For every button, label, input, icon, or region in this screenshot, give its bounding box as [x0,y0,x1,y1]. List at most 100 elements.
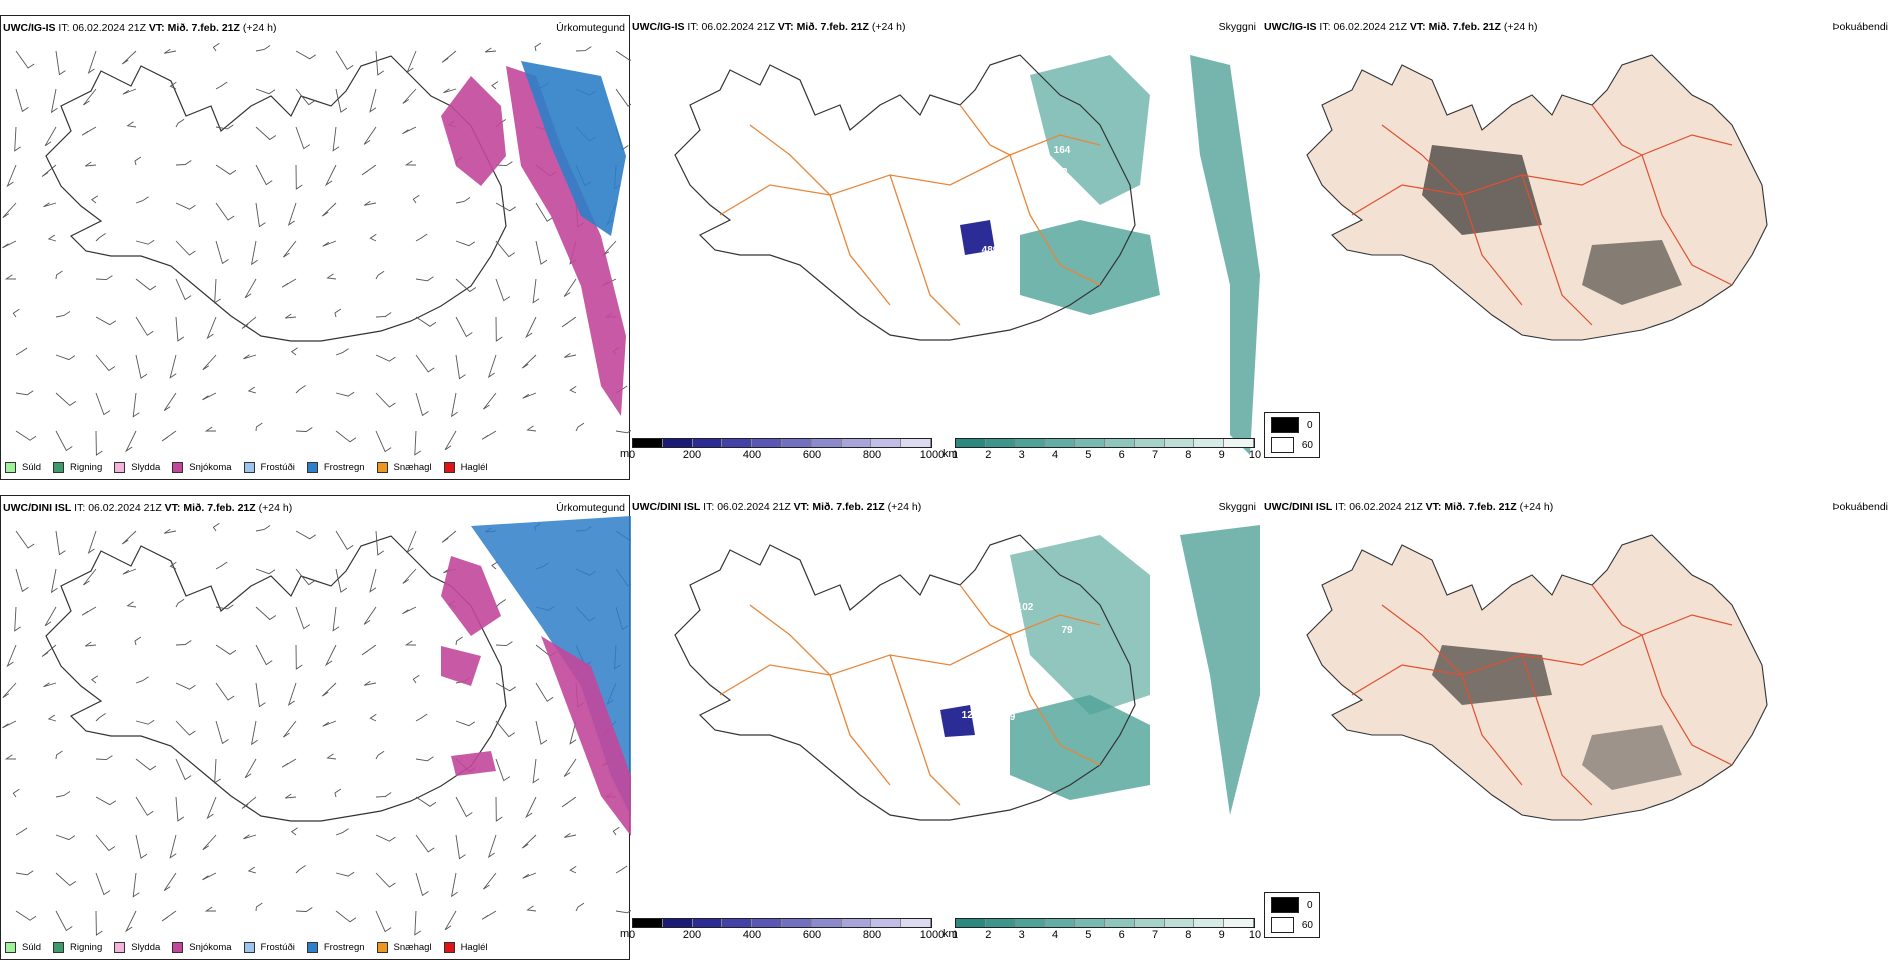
cloud-base-label: 195 [1007,225,1024,236]
legend-swatch [376,462,388,473]
wind-barb [335,348,349,356]
wind-barb [163,872,177,891]
legend-item: Snjókoma [172,942,232,953]
wind-barb [81,126,97,136]
colorbar-segment [692,439,723,447]
wind-barb [491,81,499,90]
colorbar-segment [662,439,693,447]
wind-barb [404,160,417,166]
road [889,174,961,326]
wind-barb [55,910,73,932]
wind-barb [335,568,348,593]
wind-barb [255,644,273,666]
wind-barb [4,274,17,280]
wind-barb [450,872,458,898]
colorbar-tick-label: 10 [1248,449,1262,461]
wind-barb [83,568,97,586]
wind-barb [487,834,497,859]
colorbar-tick-label: 800 [862,449,882,461]
road [829,674,891,786]
wind-barb [375,872,396,888]
wind-barb [615,88,631,107]
wind-barb [255,606,277,621]
wind-barb [525,316,537,339]
colorbar-tick-label: 3 [1018,929,1025,941]
colorbar-tick-label: 1 [951,449,959,461]
wind-barb [84,161,97,167]
wind-barb [455,197,471,204]
colorbar-segment [985,919,1016,927]
wind-barb [175,720,196,736]
panel-header: UWC/DINI ISL IT: 06.02.2024 21Z VT: Mið.… [1264,501,1554,513]
wind-barb [334,788,342,798]
wind-barb [50,568,58,594]
wind-barb [14,126,21,152]
wind-barb [322,720,337,727]
legend-item: Slydda [114,942,160,953]
wind-barb [135,796,154,816]
wind-barb [250,240,258,266]
legend-swatch [306,462,318,473]
wind-barb [255,126,277,141]
colorbar-segment [781,439,812,447]
wind-barb [41,164,57,177]
wind-barb [295,50,317,60]
wind-barb [125,910,137,933]
wind-barb [50,88,58,114]
ceiling-colorbar-ticks: 0 200 400 600 800 1000 [629,448,944,462]
colorbar-segment [1134,919,1165,927]
colorbar-segment [841,439,872,447]
wind-barb [414,910,422,936]
road [1521,654,1593,806]
wind-barb [55,872,77,886]
cloud-base-label: 194 [998,690,1015,701]
wind-barb [95,872,111,896]
colorbar-tick-label: 2 [985,929,992,941]
wind-barb [295,907,313,912]
wind-barb [15,910,37,921]
wind-barb [483,872,497,890]
wind-barb [175,240,196,256]
wind-barb [569,385,577,394]
road [1461,674,1523,786]
colorbar-tick-label: 6 [1118,929,1125,941]
road [1591,104,1643,156]
wind-barb [295,644,303,670]
wind-barb [215,164,237,175]
wind-barb [402,88,417,104]
colorbar-segment [871,439,902,447]
wind-barb [455,720,476,727]
wind-barb [83,88,97,106]
wind-barb [91,195,99,204]
wind-barb [361,164,377,176]
wind-barb [4,754,17,760]
road [959,104,1011,156]
colorbar-segment [1224,919,1254,927]
wind-barb [255,682,266,708]
wind-barb [84,641,97,647]
wind-barb [6,164,17,188]
colorbar-tick-label: 9 [1218,929,1225,941]
road [1591,584,1643,636]
wind-barb [55,750,63,760]
road [749,604,831,676]
wind-barb [455,316,473,338]
colorbar-tick-label: 7 [1151,449,1159,461]
colorbar-tick-label: 400 [742,449,762,461]
wind-barb [443,88,457,94]
wind-barb [212,42,220,52]
wind-barb [335,50,354,71]
colorbar-tick-label: 200 [682,929,702,941]
legend-label: Frostregn [323,462,365,473]
visibility-colorbar: 1 2 3 4 5 6 7 8 9 10 km [943,918,1261,942]
colorbar-segment [752,919,782,927]
wind-barb [43,202,57,208]
road [829,194,891,306]
wind-barb [163,392,177,411]
wind-barb [414,430,422,456]
colorbar-segment [722,439,753,447]
wind-barb [95,430,103,456]
colorbar-segment [901,439,931,447]
wind-barb [134,156,142,166]
